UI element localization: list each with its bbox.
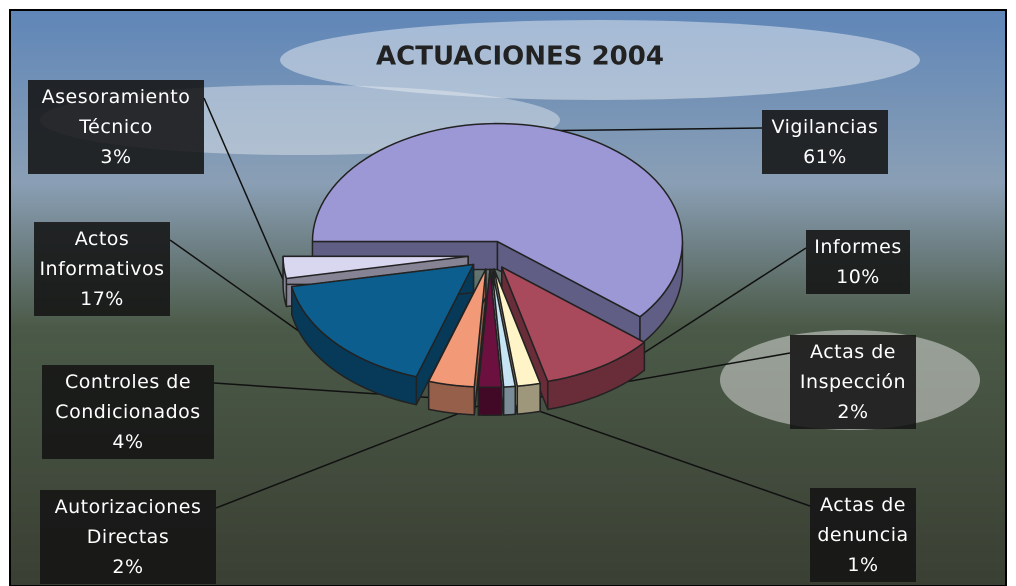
label-name: Actos Informativos [38, 224, 166, 284]
label-percent: 1% [814, 550, 912, 580]
slice-wall [517, 383, 540, 414]
label-percent: 17% [38, 284, 166, 314]
label-name: Controles de Condicionados [46, 367, 210, 427]
label-percent: 3% [32, 142, 200, 172]
label-percent: 2% [794, 397, 912, 427]
label-name: Actas de Inspección [794, 337, 912, 397]
label-name: Actas de denuncia [814, 490, 912, 550]
label-percent: 2% [44, 552, 212, 582]
slice-wall [478, 387, 501, 415]
label-percent: 10% [810, 262, 906, 292]
label-percent: 4% [46, 427, 210, 457]
label-name: Informes [810, 232, 906, 262]
label-name: Asesoramiento Técnico [32, 82, 200, 142]
slice-wall [504, 386, 516, 415]
label-name: Autorizaciones Directas [44, 492, 212, 552]
chart-frame: ACTUACIONES 2004 Vigilancias61% Asesorami… [0, 0, 1016, 586]
label-percent: 61% [766, 142, 884, 172]
chart-title: ACTUACIONES 2004 [376, 42, 664, 72]
label-name: Vigilancias [766, 112, 884, 142]
